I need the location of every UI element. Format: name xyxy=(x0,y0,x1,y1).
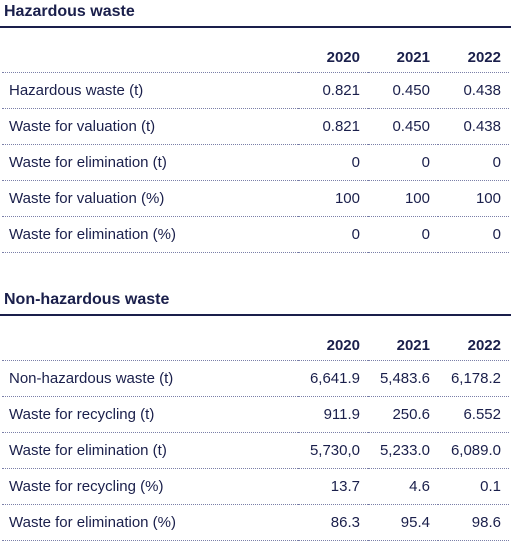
row-label: Waste for recycling (%) xyxy=(2,469,298,505)
cell-2020: 911.9 xyxy=(323,406,360,423)
row-unit: (%) xyxy=(152,514,176,531)
row-label: Waste for valuation (t) xyxy=(2,109,298,145)
year-header: 2021 xyxy=(396,337,430,354)
row-label: Waste for recycling (t) xyxy=(2,397,298,433)
row-unit: (t) xyxy=(152,154,167,171)
cell-2020: 13.7 xyxy=(330,478,360,495)
hazardous-waste-section: Hazardous waste 2020 2021 2022 Hazardous… xyxy=(0,0,511,253)
section-title: Hazardous waste xyxy=(0,0,511,28)
year-header: 2021 xyxy=(396,49,430,66)
header-blank xyxy=(2,316,298,361)
cell-2020: 100 xyxy=(334,190,360,207)
cell-2022: 6,178.2 xyxy=(450,370,501,387)
cell-2021: 0 xyxy=(421,154,430,171)
cell-2020: 0.821 xyxy=(322,118,360,135)
table-row: Waste for valuation (t) 0.821 0.450 0.43… xyxy=(2,109,509,145)
row-label-text: Waste for recycling xyxy=(9,406,136,423)
row-unit: (t) xyxy=(141,118,156,135)
section-title: Non-hazardous waste xyxy=(0,288,511,316)
row-label-text: Waste for elimination xyxy=(9,154,149,171)
cell-2022: 6,089.0 xyxy=(450,442,501,459)
table-row: Non-hazardous waste (t) 6,641.9 5,483.6 … xyxy=(2,361,509,397)
hazardous-waste-table: 2020 2021 2022 Hazardous waste (t) 0.821… xyxy=(2,28,509,253)
cell-2022: 0.438 xyxy=(463,118,501,135)
row-unit: (%) xyxy=(141,190,165,207)
cell-2020: 0 xyxy=(351,154,360,171)
row-label: Waste for elimination (t) xyxy=(2,145,298,181)
row-unit: (t) xyxy=(159,370,174,387)
table-row: Hazardous waste (t) 0.821 0.450 0.438 xyxy=(2,73,509,109)
row-label: Waste for elimination (t) xyxy=(2,433,298,469)
table-header-row: 2020 2021 2022 xyxy=(2,316,509,361)
table-row: Waste for elimination (t) 5,730,0 5,233.… xyxy=(2,433,509,469)
non-hazardous-waste-table: 2020 2021 2022 Non-hazardous waste (t) 6… xyxy=(2,316,509,541)
table-row: Waste for elimination (%) 0 0 0 xyxy=(2,217,509,253)
cell-2021: 250.6 xyxy=(392,406,430,423)
year-header: 2022 xyxy=(467,49,501,66)
year-header: 2020 xyxy=(326,49,360,66)
row-unit: (t) xyxy=(129,82,144,99)
table-row: Waste for elimination (%) 86.3 95.4 98.6 xyxy=(2,505,509,541)
row-label-text: Waste for elimination xyxy=(9,226,149,243)
cell-2021: 95.4 xyxy=(400,514,430,531)
table-row: Waste for recycling (%) 13.7 4.6 0.1 xyxy=(2,469,509,505)
cell-2022: 6.552 xyxy=(463,406,501,423)
row-label: Waste for elimination (%) xyxy=(2,505,298,541)
table-row: Waste for elimination (t) 0 0 0 xyxy=(2,145,509,181)
row-label-text: Non-hazardous waste xyxy=(9,370,155,387)
cell-2021: 0.450 xyxy=(392,82,430,99)
non-hazardous-waste-section: Non-hazardous waste 2020 2021 2022 Non-h… xyxy=(0,288,511,541)
row-label-text: Waste for elimination xyxy=(9,442,149,459)
row-unit: (%) xyxy=(152,226,176,243)
row-label: Waste for valuation (%) xyxy=(2,181,298,217)
cell-2020: 0.821 xyxy=(322,82,360,99)
cell-2022: 98.6 xyxy=(471,514,501,531)
cell-2022: 0.1 xyxy=(480,478,501,495)
row-label-text: Waste for valuation xyxy=(9,190,137,207)
row-label-text: Waste for recycling xyxy=(9,478,136,495)
row-label-text: Waste for valuation xyxy=(9,118,137,135)
year-header: 2022 xyxy=(467,337,501,354)
row-label: Waste for elimination (%) xyxy=(2,217,298,253)
year-header: 2020 xyxy=(326,337,360,354)
cell-2021: 5,233.0 xyxy=(379,442,430,459)
row-unit: (%) xyxy=(140,478,164,495)
cell-2021: 0.450 xyxy=(392,118,430,135)
row-label-text: Waste for elimination xyxy=(9,514,149,531)
cell-2020: 0 xyxy=(351,226,360,243)
row-unit: (t) xyxy=(140,406,155,423)
row-label: Hazardous waste (t) xyxy=(2,73,298,109)
header-blank xyxy=(2,28,298,73)
cell-2021: 5,483.6 xyxy=(379,370,430,387)
cell-2021: 100 xyxy=(404,190,430,207)
cell-2020: 6,641.9 xyxy=(309,370,360,387)
cell-2020: 86.3 xyxy=(330,514,360,531)
row-unit: (t) xyxy=(152,442,167,459)
cell-2022: 100 xyxy=(475,190,501,207)
cell-2022: 0 xyxy=(492,154,501,171)
cell-2021: 0 xyxy=(421,226,430,243)
row-label-text: Hazardous waste xyxy=(9,82,125,99)
cell-2022: 0.438 xyxy=(463,82,501,99)
table-row: Waste for valuation (%) 100 100 100 xyxy=(2,181,509,217)
cell-2021: 4.6 xyxy=(409,478,430,495)
table-row: Waste for recycling (t) 911.9 250.6 6.55… xyxy=(2,397,509,433)
table-header-row: 2020 2021 2022 xyxy=(2,28,509,73)
row-label: Non-hazardous waste (t) xyxy=(2,361,298,397)
cell-2022: 0 xyxy=(492,226,501,243)
cell-2020: 5,730,0 xyxy=(309,442,360,459)
